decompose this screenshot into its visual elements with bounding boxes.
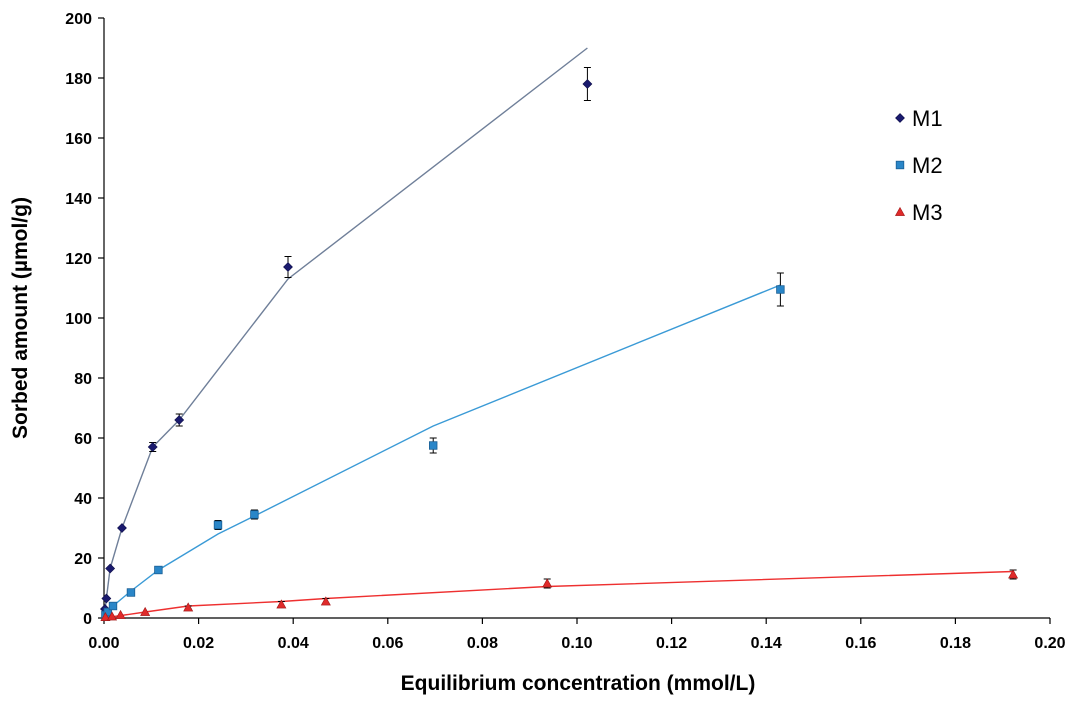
y-tick-label: 80: [74, 371, 92, 388]
x-tick-label: 0.10: [561, 635, 592, 652]
point-m1: [283, 262, 293, 272]
point-m3: [107, 611, 118, 621]
point-m1: [174, 415, 185, 425]
x-tick-label: 0.02: [183, 635, 214, 652]
point-m2: [154, 565, 163, 575]
legend: M1 M2 M3: [894, 106, 943, 225]
fit-line-m1: [103, 47, 588, 619]
point-m1: [147, 442, 158, 452]
y-tick-label: 60: [74, 431, 92, 448]
x-tick-label: 0.08: [467, 635, 498, 652]
x-tick-label: 0.18: [940, 635, 971, 652]
legend-label-m3: M3: [912, 200, 943, 225]
point-m3: [140, 606, 151, 616]
point-m1: [117, 523, 127, 533]
point-m3: [542, 578, 553, 588]
legend-marker-m3: [894, 206, 906, 216]
fit-lines: [103, 47, 1014, 619]
y-axis-title: Sorbed amount (µmol/g): [9, 197, 32, 439]
point-m2: [776, 285, 785, 294]
x-tick-label: 0.14: [751, 635, 782, 652]
legend-marker-m2: [895, 160, 905, 170]
y-tick-label: 120: [65, 251, 92, 268]
x-axis-title: Equilibrium concentration (mmol/L): [401, 672, 756, 695]
x-tick-label: 0.04: [278, 635, 309, 652]
point-m1: [105, 563, 116, 574]
fit-line-m3: [103, 570, 1014, 619]
x-tick-label: 0.16: [845, 635, 876, 652]
point-m1: [582, 79, 593, 89]
legend-label-m1: M1: [912, 106, 943, 131]
y-tick-label: 40: [74, 491, 92, 508]
point-m2: [103, 607, 112, 617]
fit-line-m2: [103, 284, 781, 619]
x-tick-label: 0.20: [1034, 635, 1065, 652]
point-m3: [115, 609, 126, 619]
x-tick-label: 0.06: [372, 635, 403, 652]
x-tick-label: 0.00: [88, 635, 119, 652]
point-m2: [213, 520, 223, 530]
axes: 0 20 40 60 80 100 120 140 160 180 200 0.00 0.02 0.04 0…: [65, 11, 1065, 652]
point-m2: [250, 510, 259, 519]
y-tick-label: 20: [74, 551, 92, 568]
x-tick-label: 0.12: [656, 635, 687, 652]
point-m2: [108, 601, 118, 611]
point-m3: [320, 596, 331, 606]
y-tick-label: 0: [83, 611, 92, 628]
y-tick-label: 100: [65, 311, 92, 328]
y-tick-label: 140: [65, 191, 92, 208]
point-m2: [126, 588, 136, 597]
point-m3: [276, 599, 287, 609]
point-m3: [100, 611, 111, 622]
point-m2: [429, 441, 438, 450]
y-tick-label: 200: [65, 11, 92, 28]
point-m3: [183, 602, 194, 612]
y-tick-label: 160: [65, 131, 92, 148]
point-m3: [1008, 569, 1019, 579]
y-tick-label: 180: [65, 71, 92, 88]
legend-marker-m1: [895, 113, 905, 123]
point-m1: [101, 593, 112, 604]
data-points: [100, 67, 1019, 622]
legend-label-m2: M2: [912, 153, 943, 178]
